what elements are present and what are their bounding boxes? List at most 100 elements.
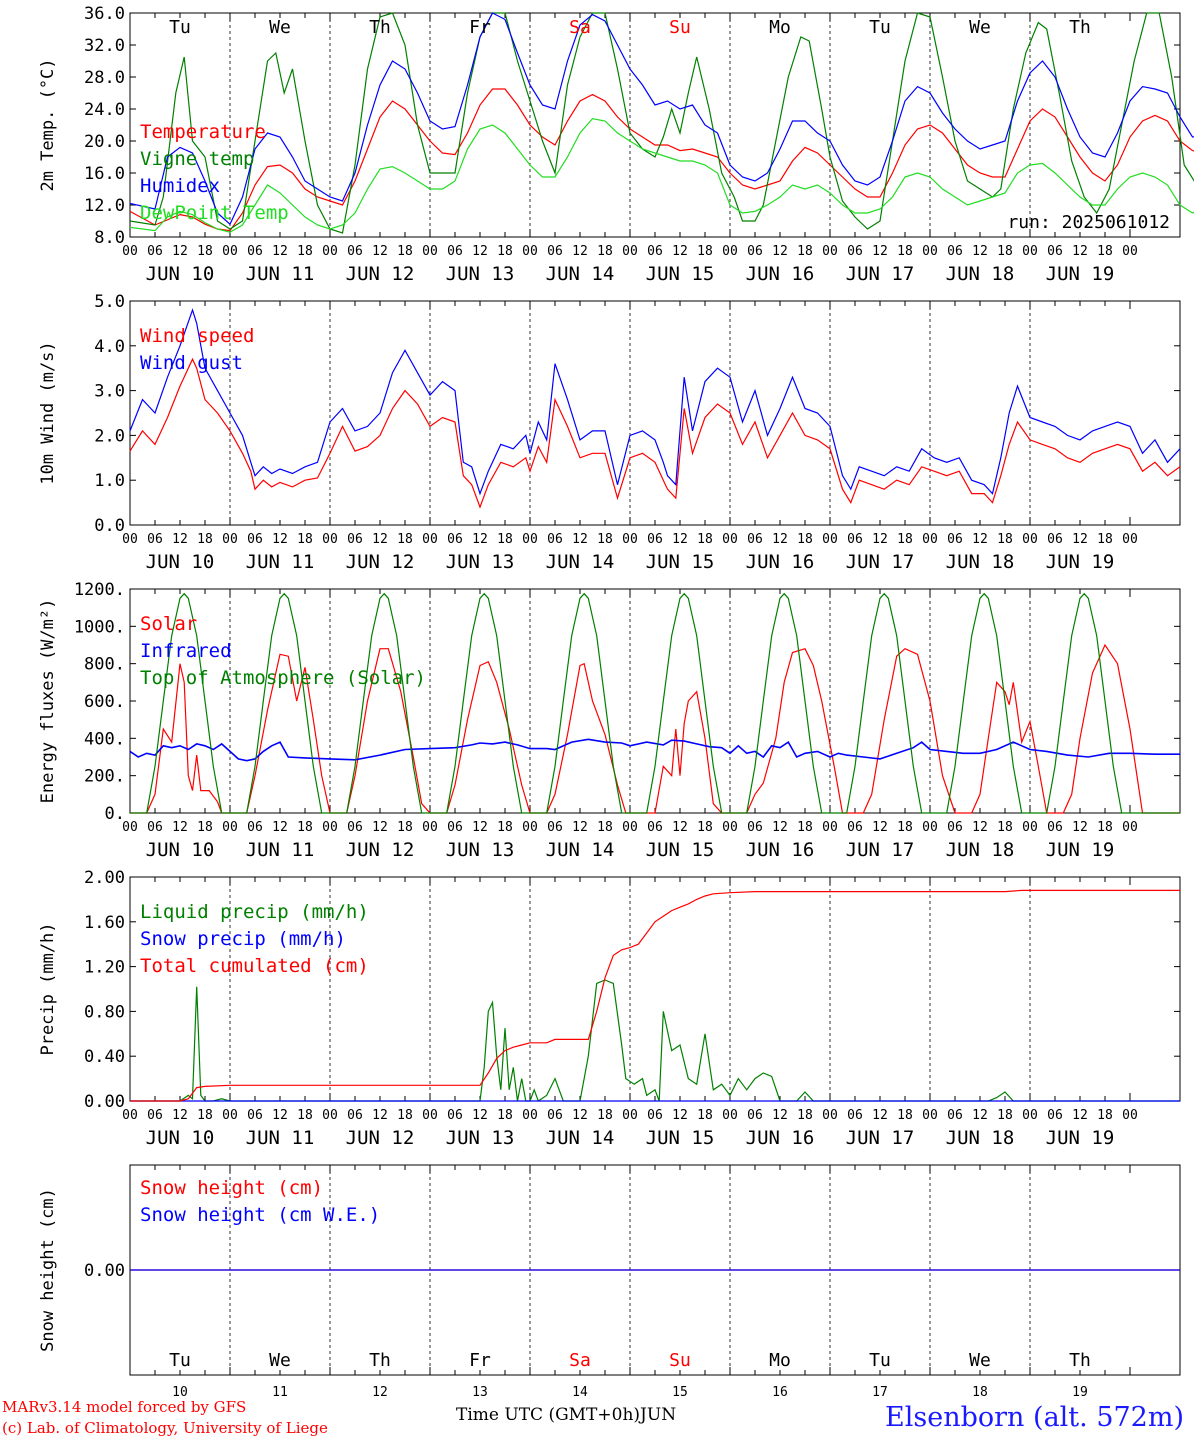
date-label: JUN 16 xyxy=(746,551,815,573)
hour-label: 06 xyxy=(747,244,763,259)
y-axis-label: Energy fluxes (W/m²) xyxy=(38,599,58,804)
date-label: JUN 14 xyxy=(546,1127,615,1149)
plot-frame xyxy=(129,588,1181,814)
day-number-label: 11 xyxy=(272,1385,288,1400)
y-tick-label: 0.00 xyxy=(84,1261,125,1281)
hour-label: 00 xyxy=(422,244,438,259)
hour-label: 18 xyxy=(897,820,913,835)
hour-label: 06 xyxy=(447,1108,463,1123)
hour-label: 12 xyxy=(672,244,688,259)
hour-label: 18 xyxy=(397,532,413,547)
weekday-label: Sa xyxy=(569,1350,591,1371)
hour-label: 12 xyxy=(872,1108,888,1123)
date-label: JUN 11 xyxy=(246,263,315,285)
date-label: JUN 16 xyxy=(746,1127,815,1149)
plot-frame xyxy=(129,300,1181,526)
y-tick-label: 1200. xyxy=(74,580,125,600)
hour-label: 18 xyxy=(697,820,713,835)
hour-label: 00 xyxy=(622,1108,638,1123)
y-tick-label: 800. xyxy=(84,655,125,675)
hour-label: 18 xyxy=(1097,244,1113,259)
hour-label: 18 xyxy=(597,244,613,259)
hour-label: 00 xyxy=(722,820,738,835)
hour-label: 06 xyxy=(347,820,363,835)
hour-label: 06 xyxy=(547,244,563,259)
hour-label: 00 xyxy=(522,820,538,835)
hour-label: 06 xyxy=(947,532,963,547)
hour-label: 12 xyxy=(872,244,888,259)
hour-label: 06 xyxy=(847,820,863,835)
y-tick-label: 0. xyxy=(105,804,125,824)
legend-label: Snow height (cm W.E.) xyxy=(140,1204,380,1226)
y-tick-label: 200. xyxy=(84,767,125,787)
hour-label: 12 xyxy=(772,820,788,835)
series-line-infrared xyxy=(129,738,1180,762)
hour-label: 12 xyxy=(1072,244,1088,259)
date-label: JUN 13 xyxy=(446,839,515,861)
hour-label: 06 xyxy=(747,1108,763,1123)
date-label: JUN 15 xyxy=(646,1127,715,1149)
date-label: JUN 15 xyxy=(646,839,715,861)
legend-label: Vigne temp xyxy=(140,148,254,170)
hour-label: 00 xyxy=(422,1108,438,1123)
hour-label: 06 xyxy=(1047,532,1063,547)
hour-label: 12 xyxy=(572,1108,588,1123)
date-label: JUN 15 xyxy=(646,551,715,573)
hour-label: 18 xyxy=(297,244,313,259)
hour-label: 18 xyxy=(497,244,513,259)
hour-label: 06 xyxy=(347,1108,363,1123)
legend-label: Snow height (cm) xyxy=(140,1177,323,1199)
weekday-label: Su xyxy=(669,1350,691,1371)
day-number-label: 13 xyxy=(472,1385,488,1400)
panel-1 xyxy=(129,12,1194,238)
hour-label: 00 xyxy=(522,244,538,259)
hour-label: 18 xyxy=(997,820,1013,835)
hour-label: 12 xyxy=(972,532,988,547)
date-label: JUN 17 xyxy=(846,551,915,573)
hour-label: 06 xyxy=(947,820,963,835)
legend-label: Total cumulated (cm) xyxy=(140,955,369,977)
y-tick-label: 32.0 xyxy=(84,36,125,56)
date-label: JUN 18 xyxy=(946,839,1015,861)
weekday-label: Mo xyxy=(769,17,791,38)
date-label: JUN 19 xyxy=(1046,839,1115,861)
date-label: JUN 15 xyxy=(646,263,715,285)
hour-label: 18 xyxy=(497,820,513,835)
hour-label: 06 xyxy=(647,244,663,259)
y-tick-label: 1.0 xyxy=(94,471,125,491)
legend-label: DewPoint Temp xyxy=(140,202,289,224)
hour-label: 06 xyxy=(247,532,263,547)
series-line-humidex xyxy=(129,12,1194,226)
month-label: JUN xyxy=(640,1405,677,1425)
hour-label: 06 xyxy=(947,1108,963,1123)
y-tick-label: 4.0 xyxy=(94,337,125,357)
weekday-label: We xyxy=(969,1350,991,1371)
hour-label: 00 xyxy=(822,532,838,547)
hour-label: 18 xyxy=(597,532,613,547)
hour-label: 06 xyxy=(147,1108,163,1123)
legend-label: Snow precip (mm/h) xyxy=(140,928,346,950)
hour-label: 06 xyxy=(247,820,263,835)
hour-label: 18 xyxy=(497,1108,513,1123)
hour-label: 12 xyxy=(372,820,388,835)
hour-label: 12 xyxy=(572,820,588,835)
date-label: JUN 10 xyxy=(146,1127,215,1149)
hour-label: 00 xyxy=(922,1108,938,1123)
hour-label: 00 xyxy=(722,532,738,547)
weekday-label: Th xyxy=(1069,17,1091,38)
day-number-label: 12 xyxy=(372,1385,388,1400)
weekday-label: Mo xyxy=(769,1350,791,1371)
series-line-wind-gust xyxy=(129,308,1181,496)
y-tick-label: 600. xyxy=(84,692,125,712)
hour-label: 18 xyxy=(397,820,413,835)
hour-label: 12 xyxy=(1072,532,1088,547)
time-axis-label: Time UTC (GMT+0h)JUN xyxy=(456,1405,676,1425)
y-tick-label: 16.0 xyxy=(84,164,125,184)
hour-label: 00 xyxy=(422,532,438,547)
hour-label: 12 xyxy=(872,820,888,835)
date-label: JUN 19 xyxy=(1046,263,1115,285)
hour-label: 12 xyxy=(472,244,488,259)
hour-label: 18 xyxy=(497,532,513,547)
hour-label: 12 xyxy=(672,532,688,547)
